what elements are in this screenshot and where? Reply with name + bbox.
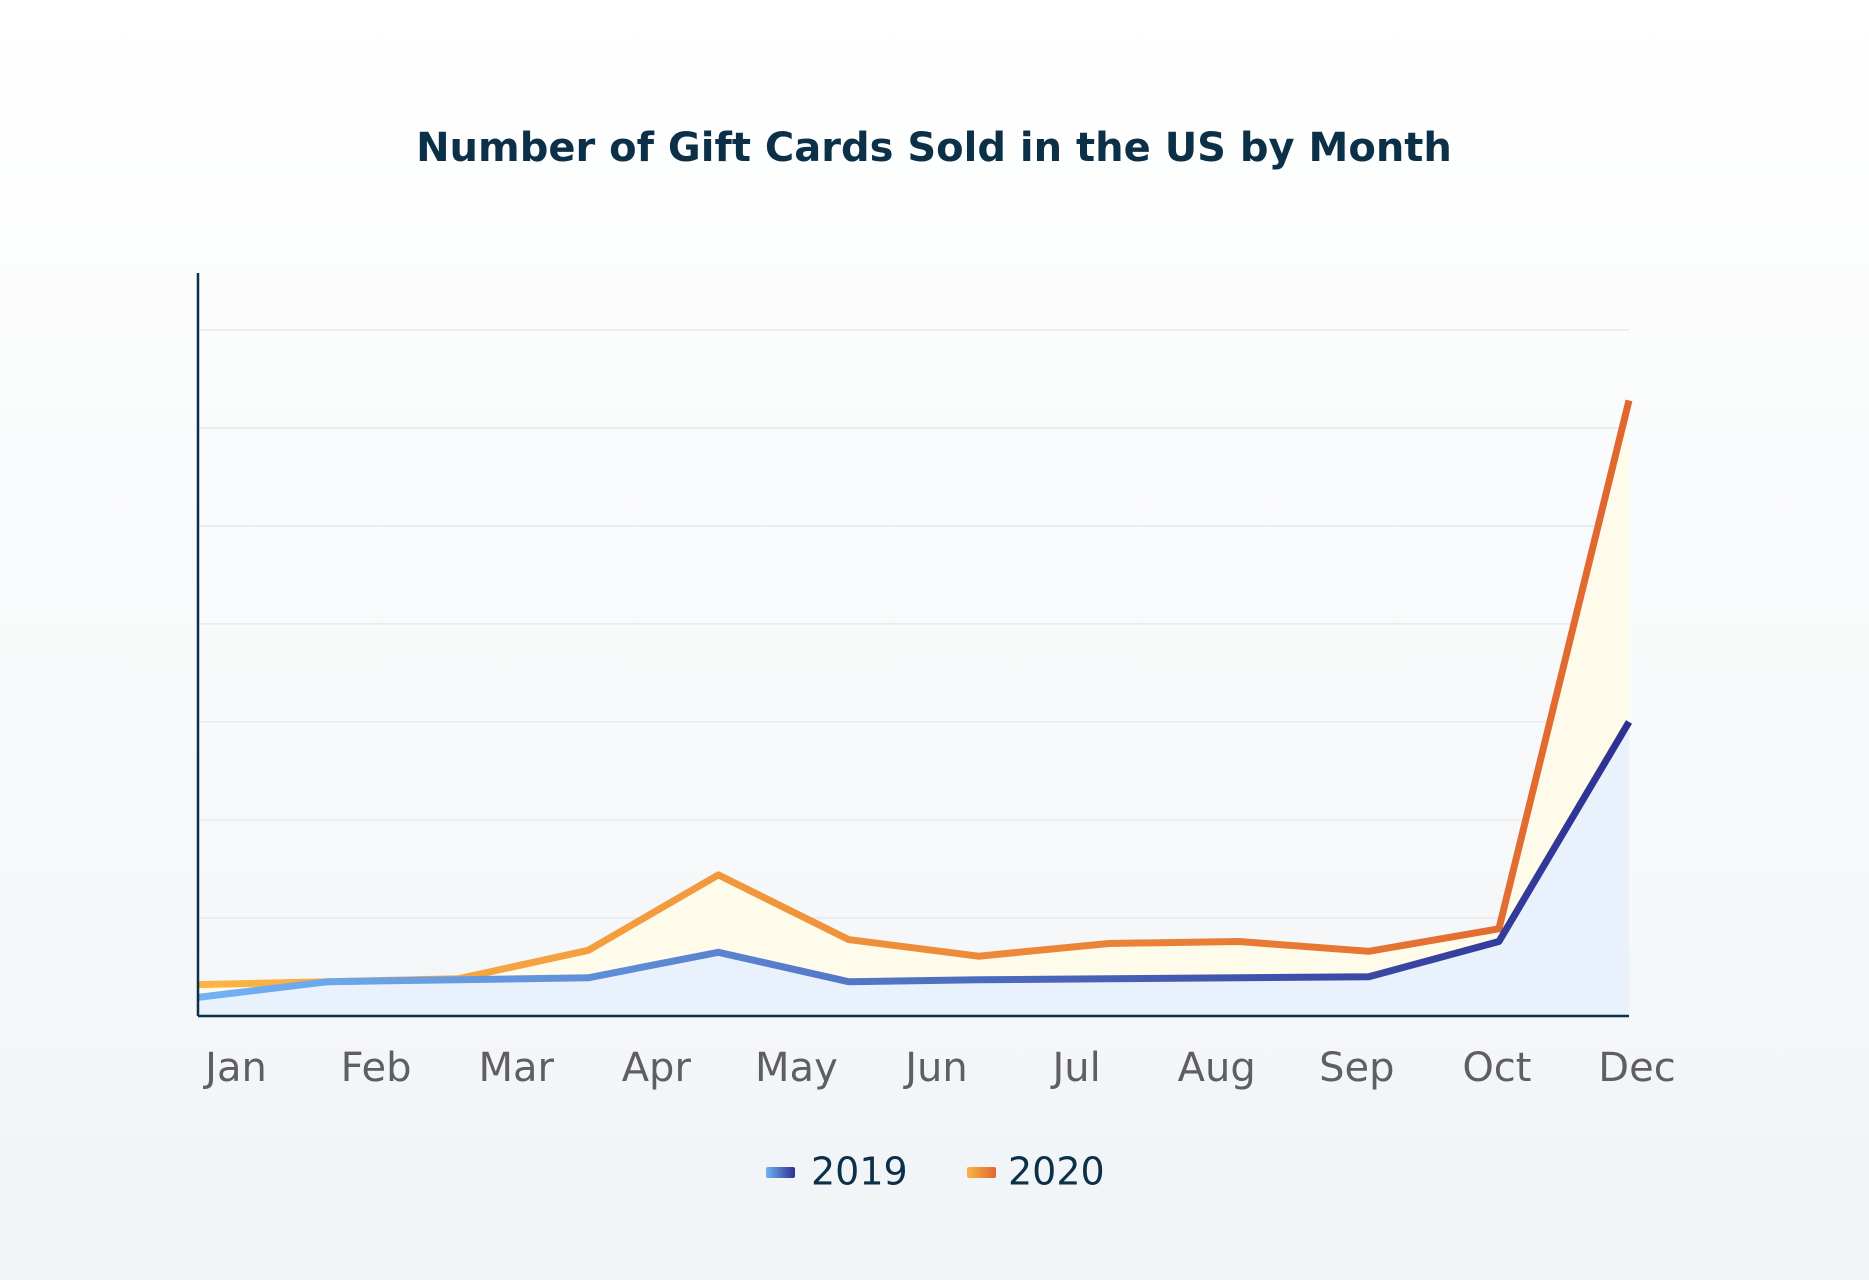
x-tick-label: Sep [1319, 1045, 1394, 1091]
legend-swatch [967, 1167, 996, 1178]
x-tick-label: Feb [341, 1045, 412, 1091]
x-tick-label: Apr [622, 1045, 692, 1091]
x-tick-label: Jul [1049, 1045, 1100, 1091]
legend-swatch [766, 1167, 795, 1178]
legend-label: 2020 [1008, 1150, 1105, 1194]
x-tick-label: Dec [1598, 1045, 1675, 1091]
x-tick-label: Jan [202, 1045, 267, 1091]
legend-label: 2019 [811, 1150, 908, 1194]
area [198, 721, 1629, 1016]
x-tick-label: May [755, 1045, 838, 1091]
x-tick-label: Oct [1462, 1045, 1531, 1091]
line [197, 720, 1633, 1001]
x-tick-label: Jun [902, 1045, 968, 1091]
chart-title: Number of Gift Cards Sold in the US by M… [416, 125, 1452, 171]
x-tick-label: Aug [1178, 1045, 1256, 1091]
x-tick-label: Mar [478, 1045, 554, 1091]
